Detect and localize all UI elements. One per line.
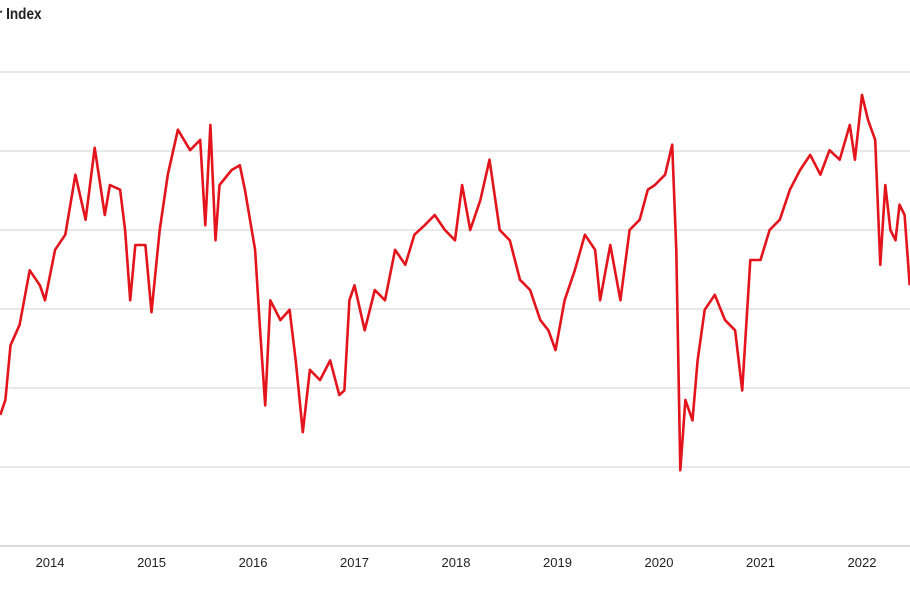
x-tick-label: 2022 xyxy=(848,555,877,570)
x-tick-label: 2019 xyxy=(543,555,572,570)
x-tick-label: 2020 xyxy=(645,555,674,570)
x-tick-label: 2015 xyxy=(137,555,166,570)
chart-title: r Index xyxy=(0,6,42,23)
x-tick-label: 2014 xyxy=(36,555,65,570)
x-tick-label: 2018 xyxy=(442,555,471,570)
series-line-index xyxy=(0,93,910,472)
x-tick-label: 2016 xyxy=(239,555,268,570)
x-tick-label: 2017 xyxy=(340,555,369,570)
x-tick-label: 2021 xyxy=(746,555,775,570)
